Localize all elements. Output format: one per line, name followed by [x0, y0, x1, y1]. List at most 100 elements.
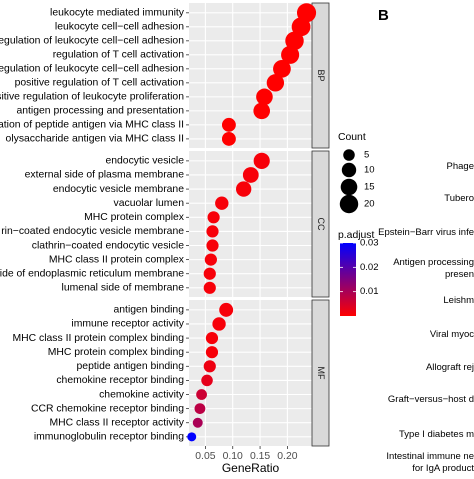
data-point [235, 181, 252, 197]
y-tick-label: ide of endoplasmic reticulum membrane [0, 268, 184, 279]
data-point [201, 374, 213, 387]
y-tick-label: chemokine receptor binding [56, 375, 184, 386]
data-point [206, 225, 219, 238]
panel-b-term-labels: Phage Tubero Epstein−Barr virus infe Antige… [378, 161, 474, 474]
data-point [206, 239, 219, 252]
count-legend-label: 5 [364, 150, 369, 161]
facet-panel-mf: MF antigen binding immune receptor activit… [12, 299, 330, 447]
y-tick-label: MHC protein complex binding [48, 347, 185, 358]
panel-b-term-label: Leishm [443, 295, 474, 306]
data-point [212, 317, 226, 331]
panel-b-term-label: Intestinal immune ne [386, 451, 474, 462]
y-tick-label: regulation of T cell activation [53, 50, 185, 61]
facet-strip [311, 2, 330, 149]
x-axis: 0.05 0.10 0.15 0.20 [195, 446, 298, 462]
y-tick-label: leukocyte mediated immunity [50, 8, 185, 19]
panel-b-term-label: Epstein−Barr virus infe [378, 227, 474, 238]
data-point [281, 45, 300, 64]
panel-b-term-label: Allograft rej [426, 362, 474, 373]
y-tick-label: vacuolar lumen [114, 198, 185, 209]
facet-strip [311, 299, 330, 447]
y-tick-label: chemokine activity [99, 389, 185, 400]
data-point [194, 403, 206, 415]
facet-strip-label: BP [316, 69, 326, 81]
panel-b-label: B [378, 7, 389, 24]
facet-panels: BP leukocyte mediated immunity leukocyte c… [0, 2, 330, 447]
data-point [256, 88, 273, 106]
data-point [266, 74, 285, 92]
data-point [196, 389, 207, 400]
y-tick-label: positive regulation of T cell activation [15, 78, 185, 89]
x-tick-label: 0.15 [250, 451, 270, 462]
data-point [219, 302, 234, 317]
facet-strip [311, 150, 330, 298]
panel-background [189, 300, 312, 446]
y-tick-label: immune receptor activity [71, 319, 184, 330]
panel-b-term-label: Phage [447, 161, 474, 172]
p-adjust-colorbar [340, 243, 356, 316]
y-tick-label: clathrin−coated endocytic vesicle [32, 240, 184, 251]
y-tick-label: leukocyte cell−cell adhesion [55, 22, 184, 33]
y-tick-label: antigen binding [114, 305, 185, 316]
count-legend-label: 20 [364, 199, 375, 210]
y-tick-label: CCR chemokine receptor binding [31, 403, 184, 414]
panel-b-term-label: Viral myoc [430, 329, 474, 340]
panel-b-term-label: Tubero [444, 193, 474, 204]
y-tick-label: lumenal side of membrane [62, 283, 185, 294]
data-point [205, 346, 219, 359]
data-point [203, 360, 216, 373]
x-tick-label: 0.05 [195, 451, 215, 462]
data-point [205, 331, 219, 345]
y-tick-label: regulation of leukocyte cell−cell adhesi… [0, 64, 184, 75]
x-tick-label: 0.10 [223, 451, 243, 462]
panel-b-term-label: Graft−versus−host d [388, 394, 474, 405]
data-point [253, 102, 271, 120]
data-point [207, 211, 220, 224]
data-point [221, 117, 236, 132]
y-tick-label: MHC protein complex [84, 212, 185, 223]
data-point [215, 196, 229, 210]
y-tick-label: MHC class II protein complex [49, 254, 185, 265]
panel-b-term-label: presen [445, 269, 474, 280]
data-point [204, 253, 217, 266]
y-tick-label: MHC class II protein complex binding [12, 333, 184, 344]
facet-panel-cc: CC endocytic vesicle external side of plas… [0, 150, 330, 298]
data-point [187, 432, 197, 442]
count-legend-dot [341, 162, 357, 178]
y-tick-label: positive regulation of leukocyte prolife… [0, 92, 184, 103]
x-tick-label: 0.20 [277, 451, 297, 462]
panel-b-term-label: Type I diabetes m [399, 429, 474, 440]
y-tick-label: rin−coated endocytic vesicle membrane [1, 226, 184, 237]
count-legend-title: Count [338, 132, 366, 143]
panel-b-term-label: Antigen processing [393, 257, 474, 268]
data-point [285, 31, 304, 51]
data-point [221, 131, 236, 146]
y-tick-label: regulation of leukocyte cell−cell adhesi… [0, 36, 184, 47]
count-legend-dot [339, 194, 359, 214]
colorbar-tick-label: 0.02 [360, 262, 379, 273]
data-point [203, 281, 216, 294]
data-point [242, 167, 259, 183]
y-tick-label: endocytic vesicle membrane [53, 184, 184, 195]
facet-strip-label: MF [316, 367, 326, 380]
count-legend-dot [343, 149, 355, 161]
panel-b-term-label: for IgA product [412, 463, 474, 474]
count-legend-label: 15 [364, 182, 375, 193]
facet-panel-bp: BP leukocyte mediated immunity leukocyte c… [0, 2, 330, 149]
data-point [291, 17, 311, 37]
y-tick-label: immunoglobulin receptor binding [34, 432, 184, 443]
y-tick-label: external side of plasma membrane [25, 170, 185, 181]
data-point [273, 59, 291, 78]
y-tick-label: peptide antigen binding [77, 361, 185, 372]
data-point [192, 417, 203, 428]
y-tick-label: MHC class II receptor activity [49, 417, 184, 428]
x-axis-title: GeneRatio [222, 461, 280, 474]
y-tick-label: endocytic vesicle [105, 156, 184, 167]
data-point [253, 152, 270, 169]
p-adjust-legend-title: p.adjust [338, 230, 375, 241]
count-legend-label: 10 [364, 165, 375, 176]
p-adjust-legend: p.adjust 0.01 0.02 0.03 [338, 230, 379, 316]
count-legend: Count 5 10 15 20 [338, 132, 375, 214]
